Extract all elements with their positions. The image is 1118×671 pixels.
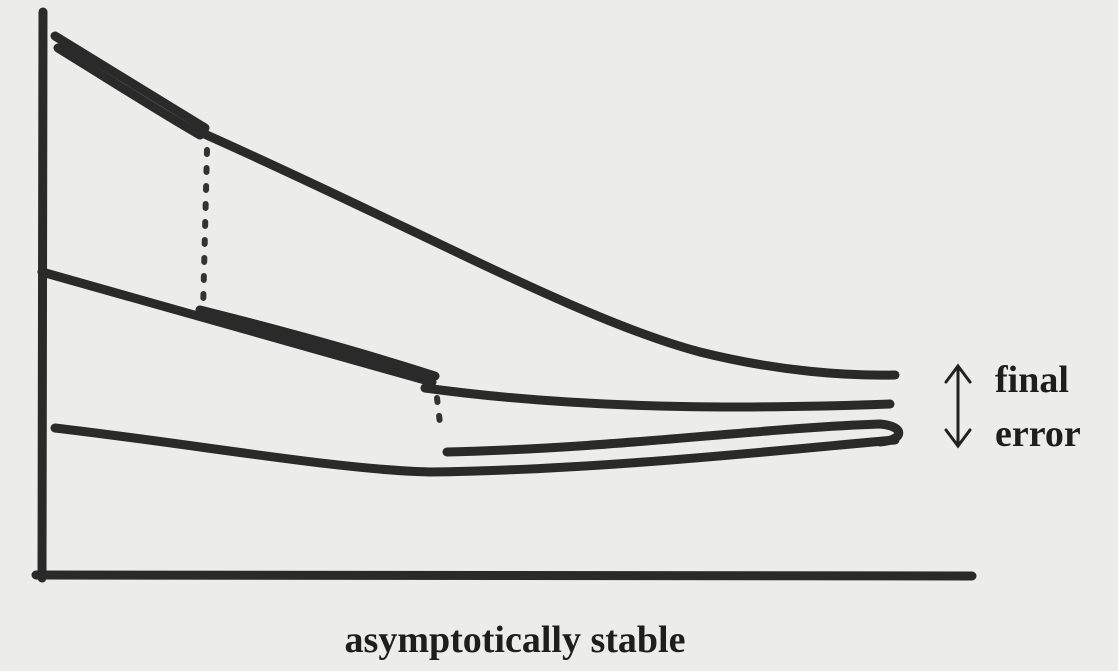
y-axis bbox=[42, 12, 43, 578]
caption: asymptotically stable bbox=[345, 619, 686, 661]
annotation-error: error bbox=[995, 413, 1081, 455]
sketch: final error asymptotically stable bbox=[0, 0, 1118, 671]
annotation-final: final bbox=[995, 359, 1069, 401]
page: final error asymptotically stable (() =>… bbox=[0, 0, 1118, 671]
x-axis bbox=[36, 575, 972, 576]
